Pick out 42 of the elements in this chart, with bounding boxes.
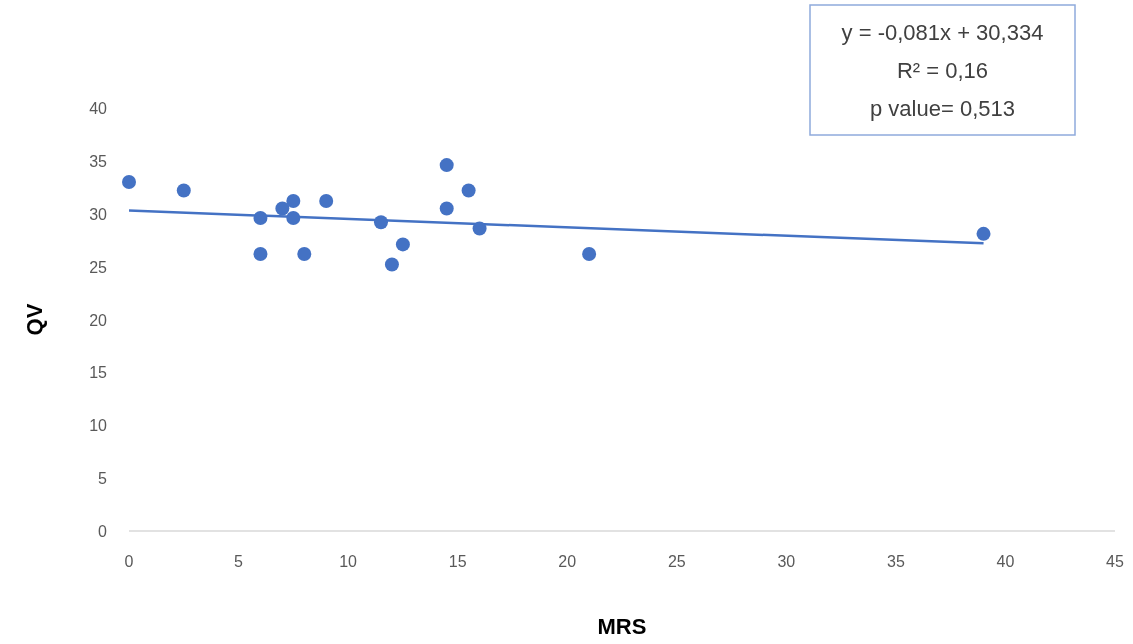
point [461, 183, 476, 198]
point [319, 194, 334, 209]
x-tick-label: 30 [777, 553, 796, 570]
point [439, 201, 454, 216]
point [253, 246, 268, 261]
point [373, 215, 388, 230]
x-tick-label: 5 [234, 553, 244, 570]
point [176, 183, 191, 198]
y-tick-label: 0 [98, 523, 108, 540]
x-tick-label: 25 [667, 553, 686, 570]
x-tick-label: 20 [558, 553, 577, 570]
x-tick-label: 0 [124, 553, 134, 570]
x-axis-title: MRS [597, 614, 647, 639]
x-tick-label: 10 [339, 553, 358, 570]
point [286, 210, 301, 225]
x-tick-label: 45 [1106, 553, 1124, 570]
point [297, 246, 312, 261]
point [275, 201, 290, 216]
x-tick-label: 40 [996, 553, 1015, 570]
y-axis-title: QV [22, 303, 47, 336]
point [472, 221, 487, 236]
point [384, 257, 399, 272]
point [122, 175, 136, 190]
point [439, 158, 454, 173]
y-tick-label: 15 [89, 364, 108, 382]
y-tick-label: 30 [89, 205, 108, 223]
x-tick-label: 15 [448, 553, 467, 570]
y-tick-label: 10 [89, 417, 108, 435]
point [253, 210, 268, 225]
text: R² = 0,16 [896, 58, 989, 83]
point [395, 237, 410, 252]
text: y = -0,081x + 30,334 [841, 20, 1044, 45]
y-tick-label: 20 [89, 311, 108, 329]
point [582, 246, 597, 261]
annotation: p value= 0,513 [870, 96, 1015, 121]
y-tick-label: 5 [98, 470, 108, 488]
x-tick-label: 35 [886, 553, 905, 570]
y-tick-label: 40 [89, 100, 108, 117]
y-tick-label: 25 [89, 258, 108, 276]
y-tick-label: 35 [89, 152, 108, 170]
point [286, 194, 301, 209]
point [976, 226, 991, 241]
